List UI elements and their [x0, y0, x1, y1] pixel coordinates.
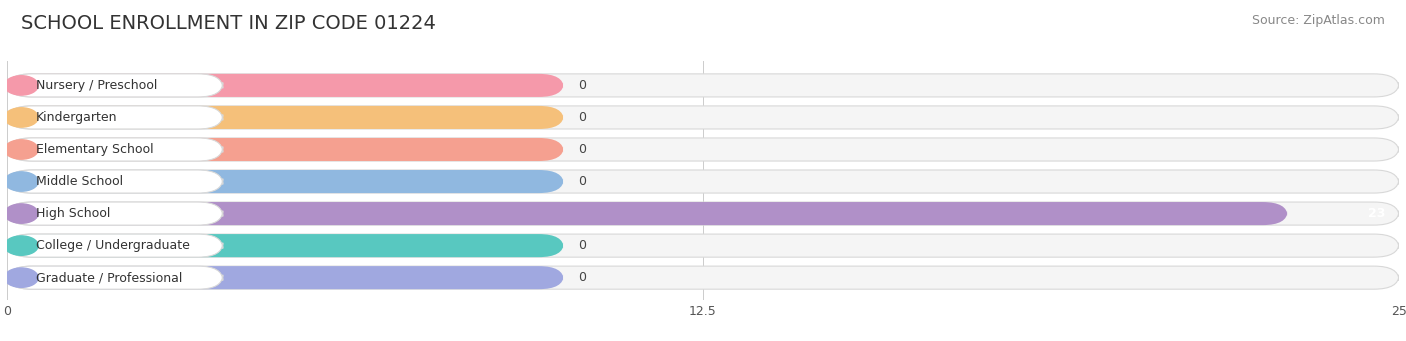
- Circle shape: [4, 268, 38, 287]
- Text: College / Undergraduate: College / Undergraduate: [35, 239, 190, 252]
- Text: 0: 0: [578, 271, 586, 284]
- FancyBboxPatch shape: [7, 74, 564, 97]
- FancyBboxPatch shape: [7, 170, 564, 193]
- Circle shape: [4, 236, 38, 255]
- FancyBboxPatch shape: [7, 234, 564, 257]
- Text: Source: ZipAtlas.com: Source: ZipAtlas.com: [1251, 14, 1385, 27]
- FancyBboxPatch shape: [7, 234, 1399, 257]
- Text: 0: 0: [578, 239, 586, 252]
- Text: Middle School: Middle School: [35, 175, 122, 188]
- FancyBboxPatch shape: [7, 266, 1399, 289]
- Circle shape: [4, 204, 38, 223]
- Text: Nursery / Preschool: Nursery / Preschool: [35, 79, 157, 92]
- FancyBboxPatch shape: [7, 74, 222, 97]
- FancyBboxPatch shape: [7, 266, 222, 289]
- FancyBboxPatch shape: [7, 202, 1399, 225]
- FancyBboxPatch shape: [7, 138, 1399, 161]
- FancyBboxPatch shape: [7, 138, 222, 161]
- Text: Graduate / Professional: Graduate / Professional: [35, 271, 181, 284]
- Text: 0: 0: [578, 111, 586, 124]
- Text: High School: High School: [35, 207, 110, 220]
- FancyBboxPatch shape: [7, 74, 1399, 97]
- FancyBboxPatch shape: [7, 266, 564, 289]
- FancyBboxPatch shape: [7, 170, 1399, 193]
- Text: 23: 23: [1368, 207, 1385, 220]
- Text: Elementary School: Elementary School: [35, 143, 153, 156]
- FancyBboxPatch shape: [7, 106, 222, 129]
- Text: SCHOOL ENROLLMENT IN ZIP CODE 01224: SCHOOL ENROLLMENT IN ZIP CODE 01224: [21, 14, 436, 33]
- FancyBboxPatch shape: [7, 170, 222, 193]
- FancyBboxPatch shape: [7, 106, 1399, 129]
- Text: Kindergarten: Kindergarten: [35, 111, 117, 124]
- FancyBboxPatch shape: [7, 202, 1288, 225]
- Circle shape: [4, 76, 38, 95]
- FancyBboxPatch shape: [7, 106, 564, 129]
- Text: 0: 0: [578, 143, 586, 156]
- Text: 0: 0: [578, 79, 586, 92]
- FancyBboxPatch shape: [7, 234, 222, 257]
- FancyBboxPatch shape: [7, 138, 564, 161]
- Circle shape: [4, 108, 38, 127]
- Circle shape: [4, 172, 38, 191]
- Circle shape: [4, 140, 38, 159]
- Text: 0: 0: [578, 175, 586, 188]
- FancyBboxPatch shape: [7, 202, 222, 225]
